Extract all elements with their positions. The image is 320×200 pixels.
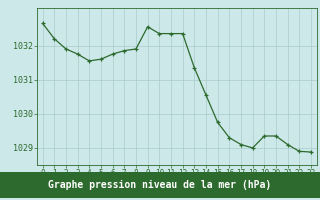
Text: Graphe pression niveau de la mer (hPa): Graphe pression niveau de la mer (hPa) [48, 180, 272, 190]
